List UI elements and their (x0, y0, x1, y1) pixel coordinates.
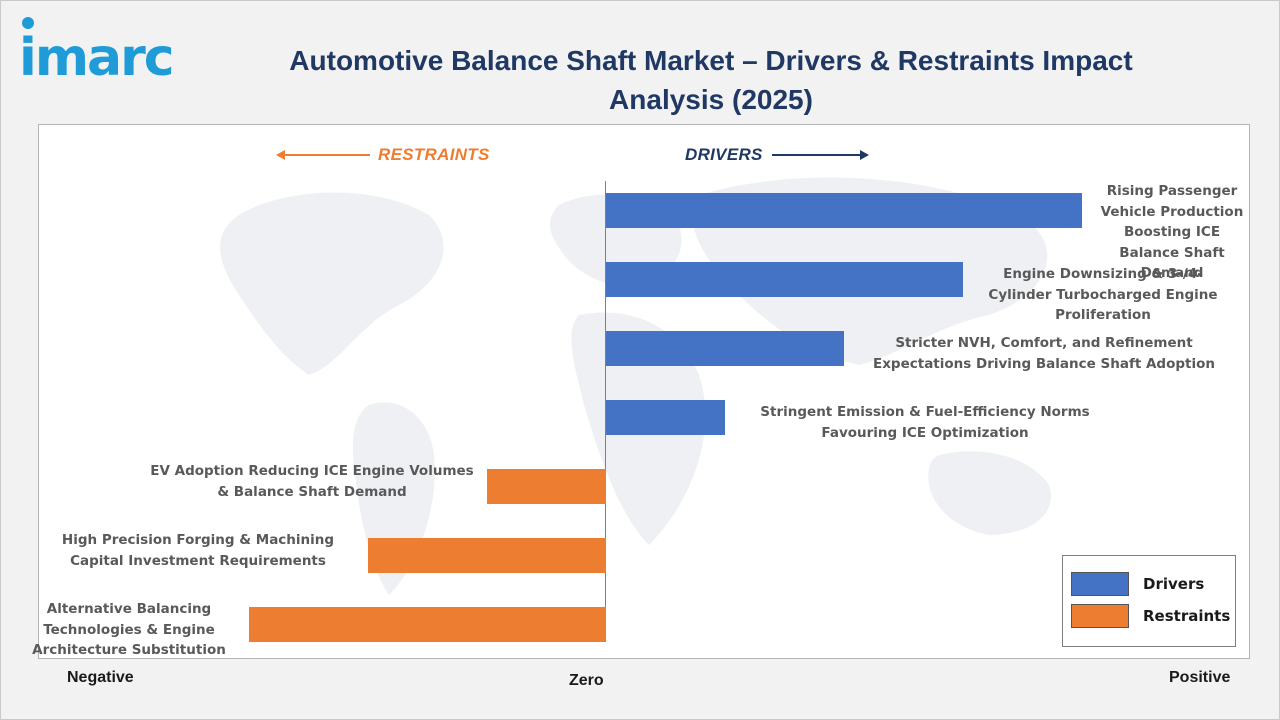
restraint-bar-3 (249, 607, 606, 642)
restraint-bar-1 (487, 469, 606, 504)
zero-axis-line (605, 181, 606, 642)
imarc-logo: imarc (19, 17, 175, 81)
driver-bar-2 (606, 262, 963, 297)
axis-label-zero: Zero (569, 672, 604, 689)
restraints-arrow-icon (276, 150, 370, 160)
legend-swatch-restraints (1071, 604, 1129, 628)
legend-item-restraints: Restraints (1071, 604, 1230, 628)
svg-text:imarc: imarc (19, 28, 173, 81)
legend: Drivers Restraints (1062, 555, 1236, 647)
legend-swatch-drivers (1071, 572, 1129, 596)
driver-bar-label-4: Stringent Emission & Fuel-Efficiency Nor… (760, 404, 1090, 441)
driver-bar-4 (606, 400, 725, 435)
driver-bar-label-3: Stricter NVH, Comfort, and Refinement Ex… (872, 335, 1215, 372)
restraint-bar-label-3: Alternative Balancing Technologies & Eng… (32, 601, 226, 658)
restraint-bar-label-2: High Precision Forging & Machining Capit… (61, 532, 335, 569)
restraint-bar-label-1: EV Adoption Reducing ICE Engine Volumes … (150, 463, 474, 500)
drivers-header: DRIVERS (685, 145, 763, 164)
driver-bar-label-1: Rising Passenger Vehicle Production Boos… (1100, 183, 1244, 281)
legend-label-restraints: Restraints (1143, 607, 1231, 625)
legend-item-drivers: Drivers (1071, 572, 1204, 596)
restraint-bar-2 (368, 538, 606, 573)
driver-bar-1 (606, 193, 1082, 228)
restraints-header: RESTRAINTS (378, 145, 490, 164)
driver-bar-3 (606, 331, 844, 366)
legend-label-drivers: Drivers (1143, 575, 1205, 593)
chart-title: Automotive Balance Shaft Market – Driver… (289, 45, 1133, 115)
axis-label-negative: Negative (67, 669, 134, 686)
driver-bar-label-2: Engine Downsizing & 3-/4-Cylinder Turboc… (988, 266, 1218, 323)
drivers-arrow-icon (772, 150, 869, 160)
axis-label-positive: Positive (1169, 669, 1231, 686)
